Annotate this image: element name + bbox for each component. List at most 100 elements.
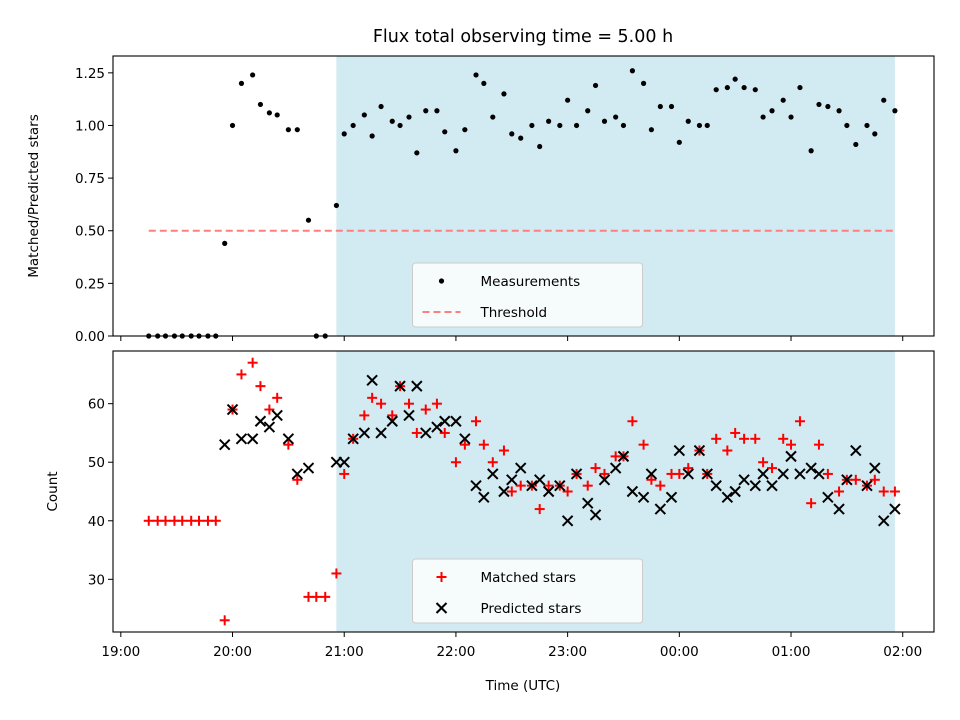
measurement-point <box>518 135 524 141</box>
measurement-point <box>537 143 543 150</box>
y-tick-label: 60 <box>88 397 105 413</box>
predicted-star-marker <box>570 468 583 480</box>
matched-star-marker <box>813 439 824 450</box>
matched-star-marker <box>822 468 833 479</box>
bottom-axes-frame <box>112 350 935 633</box>
measurement-point <box>369 133 375 139</box>
predicted-star-marker <box>833 503 845 515</box>
measurement-point <box>481 80 487 86</box>
measurement-point <box>462 127 468 133</box>
predicted-star-marker <box>347 433 359 445</box>
x-tick-label: 01:00 <box>772 644 811 660</box>
measurement-point <box>397 122 403 129</box>
matched-star-marker <box>478 439 489 450</box>
matched-star-marker <box>264 404 275 415</box>
measurement-point <box>788 114 794 120</box>
measurement-point <box>704 122 710 129</box>
matched-star-marker <box>272 392 283 403</box>
predicted-star-marker <box>757 468 769 480</box>
predicted-star-marker <box>235 433 248 445</box>
predicted-star-marker <box>785 450 797 463</box>
measurement-point <box>780 97 786 103</box>
measurement-point <box>816 101 822 108</box>
matched-star-marker <box>439 427 450 438</box>
legend-label: Threshold <box>480 305 548 321</box>
matched-star-marker <box>459 439 470 450</box>
matched-star-marker <box>543 480 554 491</box>
measurement-point <box>229 122 236 129</box>
matched-star-marker <box>387 410 398 421</box>
top-axes-frame <box>112 55 935 337</box>
measurement-point <box>724 84 730 91</box>
predicted-star-marker <box>841 474 853 486</box>
predicted-star-marker <box>420 427 432 439</box>
measurement-point <box>378 103 384 110</box>
measurement-point <box>565 97 571 103</box>
measurement-point <box>881 97 887 103</box>
measurement-point <box>713 87 719 93</box>
matched-star-marker <box>160 515 171 526</box>
bottom-series-predicted-stars <box>218 374 901 527</box>
measurement-point <box>257 101 264 108</box>
bottom-series-matched-stars <box>143 357 900 626</box>
measurement-point <box>760 114 766 120</box>
predicted-star-marker <box>665 491 678 504</box>
measurement-point <box>892 108 898 114</box>
measurement-point <box>620 122 627 129</box>
predicted-star-marker <box>626 485 639 498</box>
matched-star-marker <box>711 433 722 444</box>
bottom-legend: Matched stars Predicted stars <box>412 558 643 624</box>
predicted-star-marker <box>533 474 546 486</box>
legend-label: Measurements <box>481 274 581 290</box>
measurement-point <box>389 118 395 124</box>
predicted-star-marker <box>358 427 371 439</box>
measurement-point <box>501 91 507 97</box>
legend-entry: Predicted stars <box>435 601 581 617</box>
matched-star-marker <box>562 486 573 497</box>
figure-title: Flux total observing time = 5.00 h <box>373 27 673 47</box>
matched-star-marker <box>683 463 694 474</box>
matched-star-marker <box>376 398 387 409</box>
matched-star-marker <box>498 445 509 456</box>
measurement-point <box>557 122 563 129</box>
measurement-point <box>274 112 280 118</box>
measurement-point <box>752 87 758 93</box>
predicted-star-marker <box>263 421 276 433</box>
measurement-point <box>222 240 228 246</box>
y-tick-label: 1.00 <box>75 118 105 134</box>
matched-star-marker <box>638 439 649 450</box>
predicted-star-marker <box>291 468 304 480</box>
measurement-point <box>285 127 291 133</box>
matched-star-marker <box>655 480 666 491</box>
measurement-point <box>423 108 429 114</box>
matched-star-marker <box>722 445 733 456</box>
matched-star-marker <box>255 381 266 392</box>
predicted-star-marker <box>366 374 378 386</box>
predicted-star-marker <box>889 503 901 515</box>
predicted-star-marker <box>813 468 825 480</box>
matched-star-marker <box>794 416 805 427</box>
measurement-point <box>769 108 775 114</box>
predicted-star-marker <box>637 491 650 504</box>
x-tick-label: 20:00 <box>213 644 252 660</box>
predicted-star-marker <box>254 415 267 427</box>
matched-star-marker <box>850 474 861 485</box>
predicted-star-marker <box>515 462 527 474</box>
measurement-point <box>648 127 654 133</box>
x-tick-label: 23:00 <box>548 644 587 660</box>
measurement-point <box>685 118 691 124</box>
predicted-star-marker <box>246 433 259 445</box>
predicted-star-marker <box>542 485 555 498</box>
measurement-point <box>640 80 647 86</box>
matched-star-marker <box>292 474 303 485</box>
x-tick-label: 22:00 <box>436 644 475 660</box>
measurement-point <box>250 72 256 78</box>
measurement-point <box>853 141 859 148</box>
top-legend: Measurements Threshold <box>412 262 643 328</box>
predicted-star-marker <box>878 515 890 527</box>
predicted-star-marker <box>729 485 741 498</box>
matched-star-marker <box>599 468 610 479</box>
matched-star-marker <box>730 427 741 438</box>
measurement-point <box>361 112 367 118</box>
